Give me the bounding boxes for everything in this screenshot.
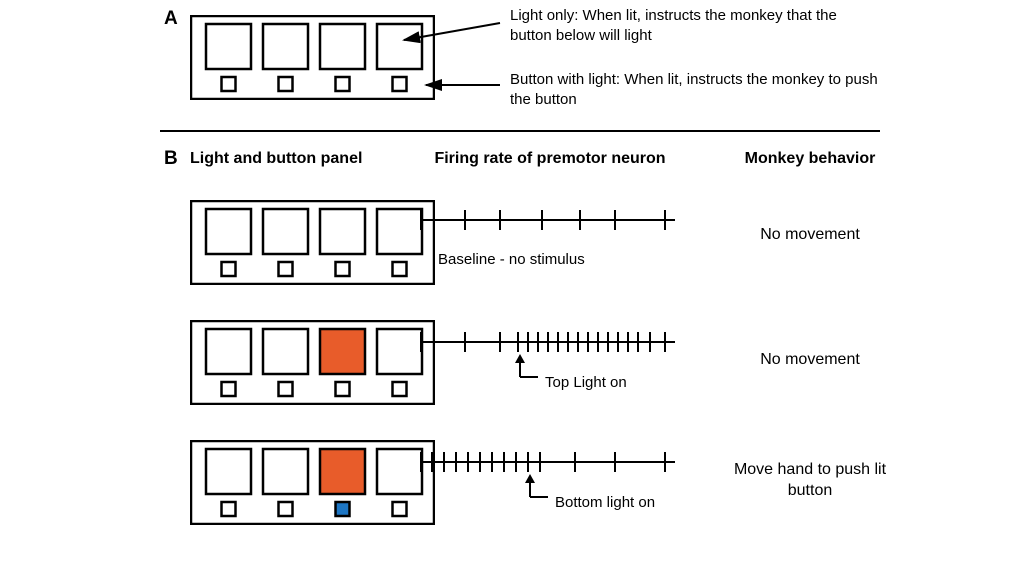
- panel-row3-container: [190, 440, 435, 525]
- annotation-button: Button with light: When lit, instructs t…: [510, 70, 880, 109]
- panel-row2-container: [190, 320, 435, 405]
- bottom-light-on-label: Bottom light on: [555, 493, 655, 513]
- light-button-panel-row3: [190, 440, 435, 525]
- behavior-row1: No movement: [720, 225, 900, 246]
- section-a-label: A: [164, 8, 178, 30]
- header-behavior: Monkey behavior: [720, 150, 900, 168]
- baseline-label: Baseline - no stimulus: [438, 250, 585, 270]
- panel-row1-container: [190, 200, 435, 285]
- light-button-panel-row2: [190, 320, 435, 405]
- section-divider: [160, 130, 880, 132]
- header-firing: Firing rate of premotor neuron: [420, 150, 680, 168]
- annotation-top-light: Light only: When lit, instructs the monk…: [510, 6, 880, 45]
- light-button-panel-a: [190, 15, 435, 100]
- top-light-on-label: Top Light on: [545, 373, 627, 393]
- behavior-row3: Move hand to push lit button: [720, 460, 900, 502]
- header-panel: Light and button panel: [190, 150, 400, 168]
- panel-a-container: [190, 15, 435, 100]
- behavior-row2: No movement: [720, 350, 900, 371]
- light-button-panel-row1: [190, 200, 435, 285]
- section-b-label: B: [164, 148, 178, 170]
